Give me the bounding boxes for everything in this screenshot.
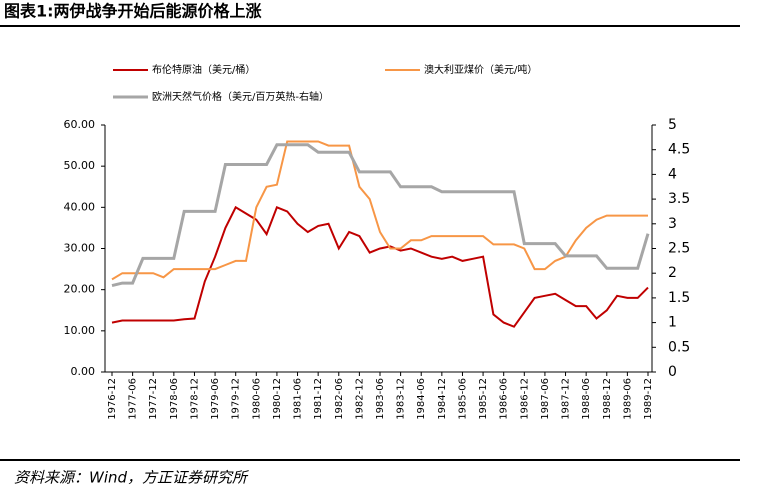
x-tick-label: 1979-06 xyxy=(210,378,221,420)
x-tick-label: 1981-06 xyxy=(293,378,304,420)
y-tick-label: 0.00 xyxy=(71,365,96,378)
legend-label: 欧洲天然气价格（美元/百万英热-右轴） xyxy=(152,90,329,103)
y-tick-label: 40.00 xyxy=(64,200,96,213)
chart-title: 图表1:两伊战争开始后能源价格上涨 xyxy=(4,2,262,21)
x-tick-label: 1987-12 xyxy=(561,378,572,420)
x-tick-label: 1989-12 xyxy=(643,378,654,420)
x-tick-label: 1986-12 xyxy=(519,378,530,420)
x-tick-label: 1985-12 xyxy=(478,378,489,420)
x-tick-label: 1986-06 xyxy=(499,378,510,420)
x-tick-label: 1979-12 xyxy=(231,378,242,420)
series-line xyxy=(111,140,648,281)
y-tick-label: 30.00 xyxy=(64,242,96,255)
series-line xyxy=(111,205,649,328)
y-tick-label: 60.00 xyxy=(64,118,96,131)
x-tick-label: 1982-06 xyxy=(334,378,345,420)
y2-tick-label: 5 xyxy=(668,117,677,133)
y2-tick-label: 4.5 xyxy=(668,142,690,158)
y2-tick-label: 3.5 xyxy=(668,191,690,207)
x-tick-label: 1983-12 xyxy=(396,378,407,420)
y2-tick-label: 0.5 xyxy=(668,339,690,355)
source: 资料来源：Wind，方正证券研究所 xyxy=(14,469,249,487)
x-tick-label: 1984-06 xyxy=(416,378,427,420)
x-tick-label: 1981-12 xyxy=(313,378,324,420)
x-tick-label: 1985-06 xyxy=(457,378,468,420)
x-tick-label: 1978-06 xyxy=(169,378,180,420)
y2-tick-label: 3 xyxy=(668,216,677,232)
y2-tick-label: 1.5 xyxy=(668,290,690,306)
x-tick-label: 1989-06 xyxy=(622,378,633,420)
x-tick-label: 1982-12 xyxy=(354,378,365,420)
y2-tick-label: 1 xyxy=(668,315,677,331)
x-tick-label: 1980-06 xyxy=(251,378,262,420)
x-tick-label: 1977-06 xyxy=(128,378,139,420)
y2-tick-label: 4 xyxy=(668,166,677,182)
x-tick-label: 1983-06 xyxy=(375,378,386,420)
legend-label: 澳大利亚煤价（美元/吨） xyxy=(424,63,537,76)
x-tick-label: 1984-12 xyxy=(437,378,448,420)
y2-tick-label: 0 xyxy=(668,364,677,380)
y-tick-label: 10.00 xyxy=(64,324,96,337)
x-tick-label: 1976-12 xyxy=(107,378,118,420)
x-tick-label: 1987-06 xyxy=(540,378,551,420)
y-tick-label: 20.00 xyxy=(64,283,96,296)
x-tick-label: 1988-12 xyxy=(602,378,613,420)
y2-tick-label: 2.5 xyxy=(668,241,690,257)
series-line xyxy=(111,143,650,288)
legend-label: 布伦特原油（美元/桶） xyxy=(152,63,255,76)
y2-tick-label: 2 xyxy=(668,265,677,281)
y-tick-label: 50.00 xyxy=(64,159,96,172)
x-tick-label: 1988-06 xyxy=(581,378,592,420)
x-tick-label: 1980-12 xyxy=(272,378,283,420)
x-tick-label: 1977-12 xyxy=(148,378,159,420)
x-tick-label: 1978-12 xyxy=(189,378,200,420)
